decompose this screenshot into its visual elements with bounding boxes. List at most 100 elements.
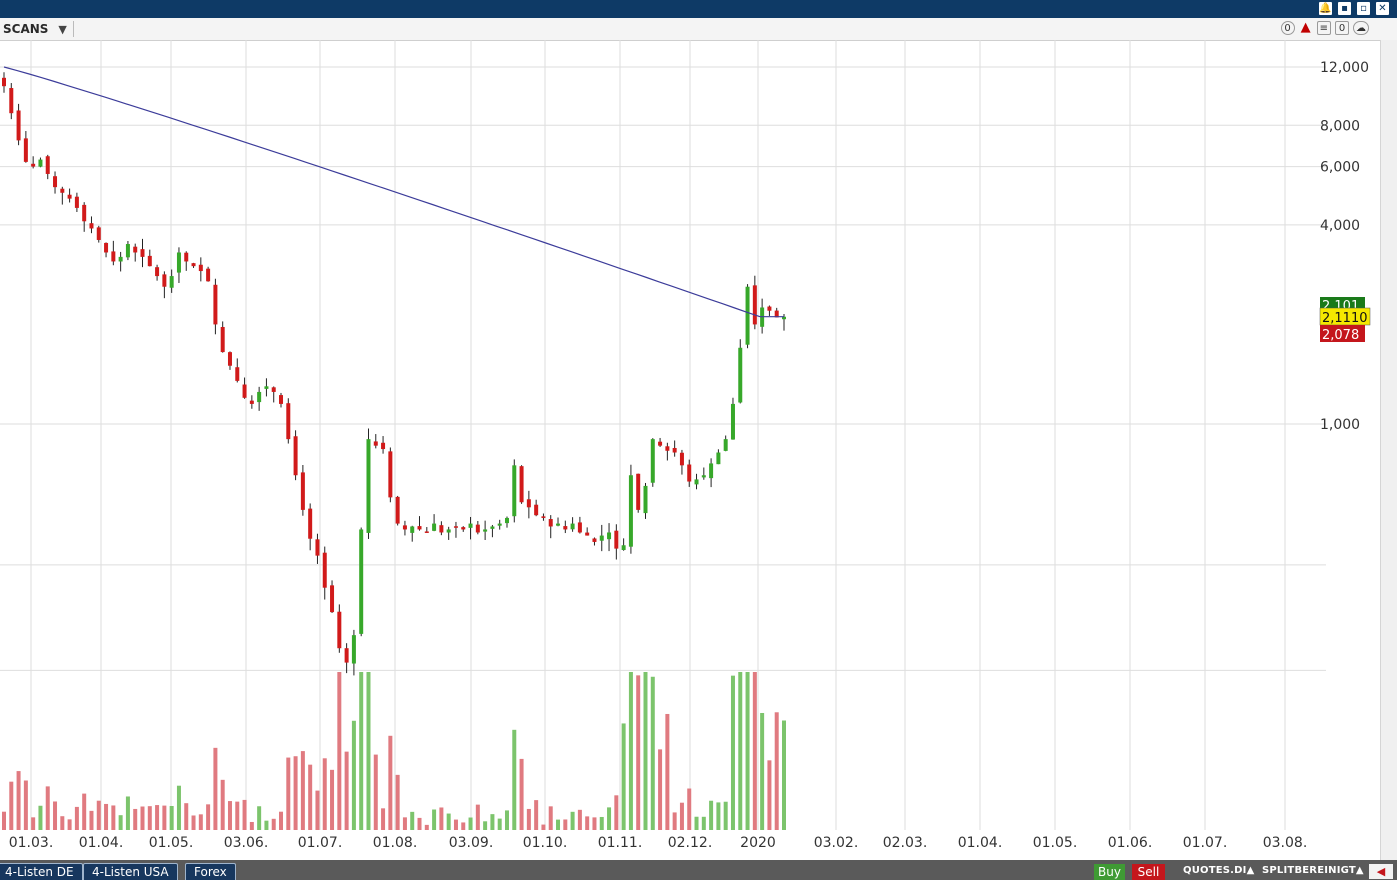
volume-bar <box>599 816 604 830</box>
volume-bar <box>607 807 612 830</box>
candle-body <box>767 306 772 311</box>
counter-icon[interactable]: 0 <box>1335 21 1349 35</box>
volume-bar <box>453 819 458 830</box>
volume-bar <box>23 780 28 830</box>
volume-bar <box>235 801 240 830</box>
volume-bar <box>410 811 415 830</box>
candle-body <box>570 523 575 530</box>
scans-dropdown[interactable]: SCANS ▼ <box>3 21 74 37</box>
volume-bar <box>650 676 655 830</box>
cloud-icon[interactable]: ☁ <box>1353 21 1369 35</box>
volume-bar <box>417 817 422 830</box>
volume-bar <box>264 820 269 830</box>
volume-bar <box>752 672 757 830</box>
tab-4-listen-de[interactable]: 4-Listen DE <box>0 863 83 880</box>
volume-bar <box>730 675 735 830</box>
candle-body <box>257 391 262 403</box>
candle-body <box>643 485 648 514</box>
volume-bar <box>330 769 335 830</box>
volume-bar <box>636 675 641 830</box>
volume-bar <box>147 806 152 830</box>
bid-price-box <box>1320 325 1365 342</box>
volume-bar <box>512 729 517 830</box>
detach-button[interactable]: ▫ <box>1357 2 1370 15</box>
candle-body <box>730 403 735 440</box>
y-tick-label: 12,000 <box>1320 60 1369 76</box>
candle-body <box>213 284 218 325</box>
volume-bar <box>483 821 488 830</box>
candle-body <box>446 529 451 533</box>
candle-body <box>490 526 495 529</box>
candle-body <box>679 452 684 466</box>
candle-body <box>541 516 546 518</box>
candle-body <box>723 439 728 451</box>
x-tick-label: 2020 <box>740 835 776 851</box>
volume-bar <box>687 788 692 830</box>
buy-button[interactable]: Buy <box>1094 864 1125 880</box>
volume-bar <box>82 793 87 830</box>
arrow-left-icon: ◀ <box>1376 865 1386 878</box>
restore-button[interactable]: ▪ <box>1338 2 1351 15</box>
info-icon[interactable]: 0 <box>1280 21 1295 35</box>
candle-body <box>271 387 276 392</box>
volume-bar <box>45 786 50 830</box>
volume-bar <box>220 779 225 830</box>
candle-body <box>716 452 721 465</box>
candle-body <box>96 227 101 240</box>
candle-body <box>2 77 6 87</box>
candle-body <box>672 447 677 453</box>
tab-forex[interactable]: Forex <box>185 863 236 880</box>
candle-body <box>53 176 58 188</box>
bottom-bar: 4-Listen DE 4-Listen USA Forex Buy Sell … <box>0 860 1397 880</box>
candle-body <box>497 523 502 526</box>
candle-body <box>701 475 706 478</box>
volume-bar <box>709 800 714 830</box>
volume-bar <box>643 672 648 830</box>
scans-label: SCANS <box>3 22 49 36</box>
x-tick-label: 01.08. <box>373 835 418 851</box>
volume-bar <box>213 747 218 830</box>
volume-bar <box>497 818 502 830</box>
candle-body <box>388 451 393 498</box>
candle-body <box>577 522 582 533</box>
candle-body <box>206 268 211 282</box>
volume-bar <box>592 817 597 830</box>
volume-bar <box>373 754 378 830</box>
bell-icon[interactable]: ▲ <box>1300 20 1311 35</box>
collapse-panel-button[interactable]: ◀ <box>1369 864 1393 879</box>
vertical-scrollbar[interactable] <box>1380 40 1397 860</box>
x-tick-label: 02.12. <box>668 835 713 851</box>
volume-bar <box>716 802 721 830</box>
candle-body <box>519 466 524 503</box>
tab-4-listen-usa[interactable]: 4-Listen USA <box>83 863 178 880</box>
moving-average-line <box>3 66 784 318</box>
candlesticks <box>2 72 786 676</box>
candle-body <box>453 526 458 528</box>
volume-bar <box>577 809 582 830</box>
chart-toolbar: SCANS ▼ 0 ▲ ≡ 0 ☁ <box>0 18 1397 41</box>
candle-body <box>286 403 291 440</box>
split-adjusted-toggle[interactable]: SPLITBEREINIGT▲ <box>1262 865 1364 876</box>
quotes-source[interactable]: QUOTES.DI▲ <box>1183 865 1255 876</box>
candle-body <box>337 611 342 649</box>
candle-body <box>23 138 28 162</box>
volume-bar <box>446 813 451 830</box>
close-button[interactable]: ✕ <box>1376 2 1389 15</box>
volume-bar <box>745 672 750 830</box>
candle-body <box>432 523 437 531</box>
volume-bar <box>74 806 79 830</box>
volume-bar <box>556 819 561 830</box>
candle-body <box>621 545 626 551</box>
x-tick-label: 01.07. <box>298 835 343 851</box>
candle-body <box>556 523 561 526</box>
volume-bar <box>541 824 546 830</box>
sell-button[interactable]: Sell <box>1132 864 1165 880</box>
volume-bar <box>563 819 568 830</box>
alarm-icon[interactable]: 🔔 <box>1319 2 1332 15</box>
x-tick-label: 01.07. <box>1183 835 1228 851</box>
volume-bar <box>16 771 21 830</box>
volume-bar <box>206 804 211 830</box>
list-add-icon[interactable]: ≡ <box>1316 21 1331 35</box>
volume-bar <box>31 817 36 830</box>
